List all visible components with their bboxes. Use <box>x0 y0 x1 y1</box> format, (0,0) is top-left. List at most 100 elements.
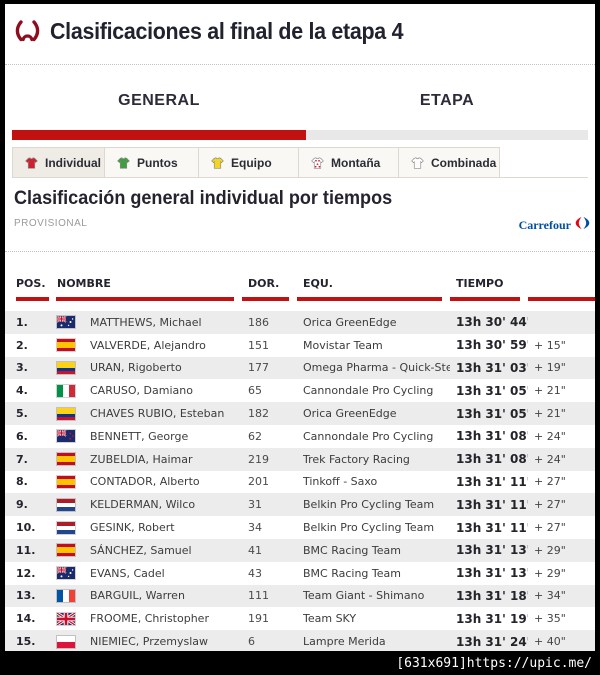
gap-cell: + 29" <box>534 543 566 557</box>
time-cell: 13h 31' 11'' <box>456 520 528 535</box>
gap-cell: + 34" <box>534 589 566 603</box>
time-cell: 13h 31' 19'' <box>456 611 528 626</box>
time-cell: 13h 31' 03'' <box>456 360 528 375</box>
pos-cell: 8. <box>16 475 28 489</box>
country-flag-icon <box>51 334 84 357</box>
time-cell: 13h 31' 11'' <box>456 497 528 512</box>
team-cell: Orica GreenEdge <box>303 315 397 329</box>
country-flag-icon <box>51 585 84 608</box>
country-flag-icon <box>51 357 84 380</box>
pos-cell: 14. <box>16 612 36 626</box>
sponsor-logo[interactable]: Carrefour <box>519 216 591 235</box>
subtab-individual[interactable]: Individual <box>12 147 105 177</box>
subtab-puntos[interactable]: Puntos <box>105 147 199 177</box>
time-cell: 13h 31' 13'' <box>456 566 528 581</box>
country-flag-icon <box>51 448 84 471</box>
rider-name-cell: URAN, Rigoberto <box>90 361 182 375</box>
tab-etapa[interactable]: ETAPA <box>419 92 475 109</box>
pos-cell: 15. <box>16 635 36 649</box>
gap-cell: + 24" <box>534 452 566 466</box>
subtab-combinada[interactable]: Combinada <box>399 147 500 177</box>
subtab-label: Puntos <box>137 155 178 170</box>
gap-cell: + 27" <box>534 475 566 489</box>
table-row: 13. BARGUIL, Warren 111 Team Giant - Shiman… <box>5 584 595 608</box>
gap-cell: + 35" <box>534 612 566 626</box>
time-cell: 13h 31' 24'' <box>456 634 528 649</box>
col-header-dor: DOR. <box>242 252 297 311</box>
section-title: Clasificación general individual por tie… <box>14 188 393 209</box>
table-row: 11. SÁNCHEZ, Samuel 41 BMC Racing Team 13h 3… <box>5 538 595 562</box>
gap-cell: + 15" <box>534 338 566 352</box>
gap-cell: + 21" <box>534 407 566 421</box>
rider-name-cell: BARGUIL, Warren <box>90 589 185 603</box>
tab-general[interactable]: GENERAL <box>118 92 200 109</box>
country-flag-icon <box>51 539 84 562</box>
team-cell: Omega Pharma - Quick-Step <box>303 361 450 375</box>
subtab-label: Equipo <box>231 155 272 170</box>
dorsal-cell: 151 <box>248 338 269 352</box>
table-row: 2. VALVERDE, Alejandro 151 Movistar Team 13h… <box>5 334 595 357</box>
subtab-montana[interactable]: Montaña <box>299 147 399 177</box>
gap-cell: + 21" <box>534 384 566 398</box>
team-cell: Team SKY <box>303 612 357 626</box>
col-header-nombre: NOMBRE <box>51 252 242 311</box>
dorsal-cell: 201 <box>248 475 269 489</box>
rider-name-cell: CHAVES RUBIO, Esteban <box>90 407 225 421</box>
watermark-text: [631x691]https://upic.me/ <box>396 656 592 671</box>
time-cell: 13h 30' 59'' <box>456 338 528 353</box>
subtab-equipo[interactable]: Equipo <box>199 147 299 177</box>
country-flag-icon <box>51 493 84 516</box>
table-row: 3. URAN, Rigoberto 177 Omega Pharma - Quick… <box>5 356 595 380</box>
rider-name-cell: GESINK, Robert <box>90 521 175 535</box>
rider-name-cell: NIEMIEC, Przemyslaw <box>90 635 209 649</box>
tab-indicator-active <box>12 130 306 140</box>
team-cell: BMC Racing Team <box>303 566 401 580</box>
time-cell: 13h 30' 44'' <box>456 315 528 330</box>
col-header-equ: EQU. <box>297 252 450 311</box>
carrefour-icon <box>574 216 591 235</box>
provisional-label: PROVISIONAL <box>14 218 88 229</box>
time-cell: 13h 31' 08'' <box>456 452 528 467</box>
team-cell: Belkin Pro Cycling Team <box>303 498 435 512</box>
gap-cell: + 29" <box>534 566 566 580</box>
team-cell: Orica GreenEdge <box>303 407 397 421</box>
dorsal-cell: 177 <box>248 361 269 375</box>
table-row: 14. FROOME, Christopher 191 Team SKY 13h 31'… <box>5 607 595 630</box>
table-row: 9. KELDERMAN, Wilco 31 Belkin Pro Cycling T… <box>5 493 595 517</box>
country-flag-icon <box>51 425 84 448</box>
page: Clasificaciones al final de la etapa 4 G… <box>5 4 595 651</box>
page-title: Clasificaciones al final de la etapa 4 <box>50 18 404 44</box>
pos-cell: 11. <box>16 543 36 557</box>
vuelta-logo-icon <box>14 19 41 49</box>
classification-subtabs: Individual Puntos Equipo Montaña Combinada <box>12 147 588 178</box>
country-flag-icon <box>51 402 84 425</box>
pos-cell: 10. <box>16 521 36 535</box>
rider-name-cell: ZUBELDIA, Haimar <box>90 452 193 466</box>
team-cell: Tinkoff - Saxo <box>303 475 378 489</box>
team-cell: BMC Racing Team <box>303 543 401 557</box>
section-head: Clasificación general individual por tie… <box>5 178 595 252</box>
pos-cell: 6. <box>16 429 28 443</box>
time-cell: 13h 31' 05'' <box>456 406 528 421</box>
red-jersey-icon <box>25 156 38 169</box>
time-cell: 13h 31' 11'' <box>456 474 528 489</box>
tab-indicator-bar <box>12 130 588 140</box>
gap-cell: + 27" <box>534 521 566 535</box>
country-flag-icon <box>51 562 84 585</box>
team-cell: Cannondale Pro Cycling <box>303 384 434 398</box>
team-cell: Lampre Merida <box>303 635 386 649</box>
rider-name-cell: KELDERMAN, Wilco <box>90 498 196 512</box>
table-row: 5. CHAVES RUBIO, Esteban 182 Orica GreenEdg… <box>5 402 595 425</box>
team-cell: Team Giant - Shimano <box>303 589 425 603</box>
pos-cell: 3. <box>16 361 28 375</box>
team-cell: Belkin Pro Cycling Team <box>303 521 435 535</box>
subtab-label: Individual <box>45 155 102 170</box>
yellow-jersey-icon <box>211 156 224 169</box>
dorsal-cell: 34 <box>248 521 262 535</box>
table-row: 8. CONTADOR, Alberto 201 Tinkoff - Saxo 13h … <box>5 471 595 494</box>
table-row: 12. EVANS, Cadel 43 BMC Racing Team 13h 31' … <box>5 562 595 585</box>
time-cell: 13h 31' 13'' <box>456 543 528 558</box>
country-flag-icon <box>51 379 84 402</box>
team-cell: Cannondale Pro Cycling <box>303 429 434 443</box>
pos-cell: 5. <box>16 407 28 421</box>
